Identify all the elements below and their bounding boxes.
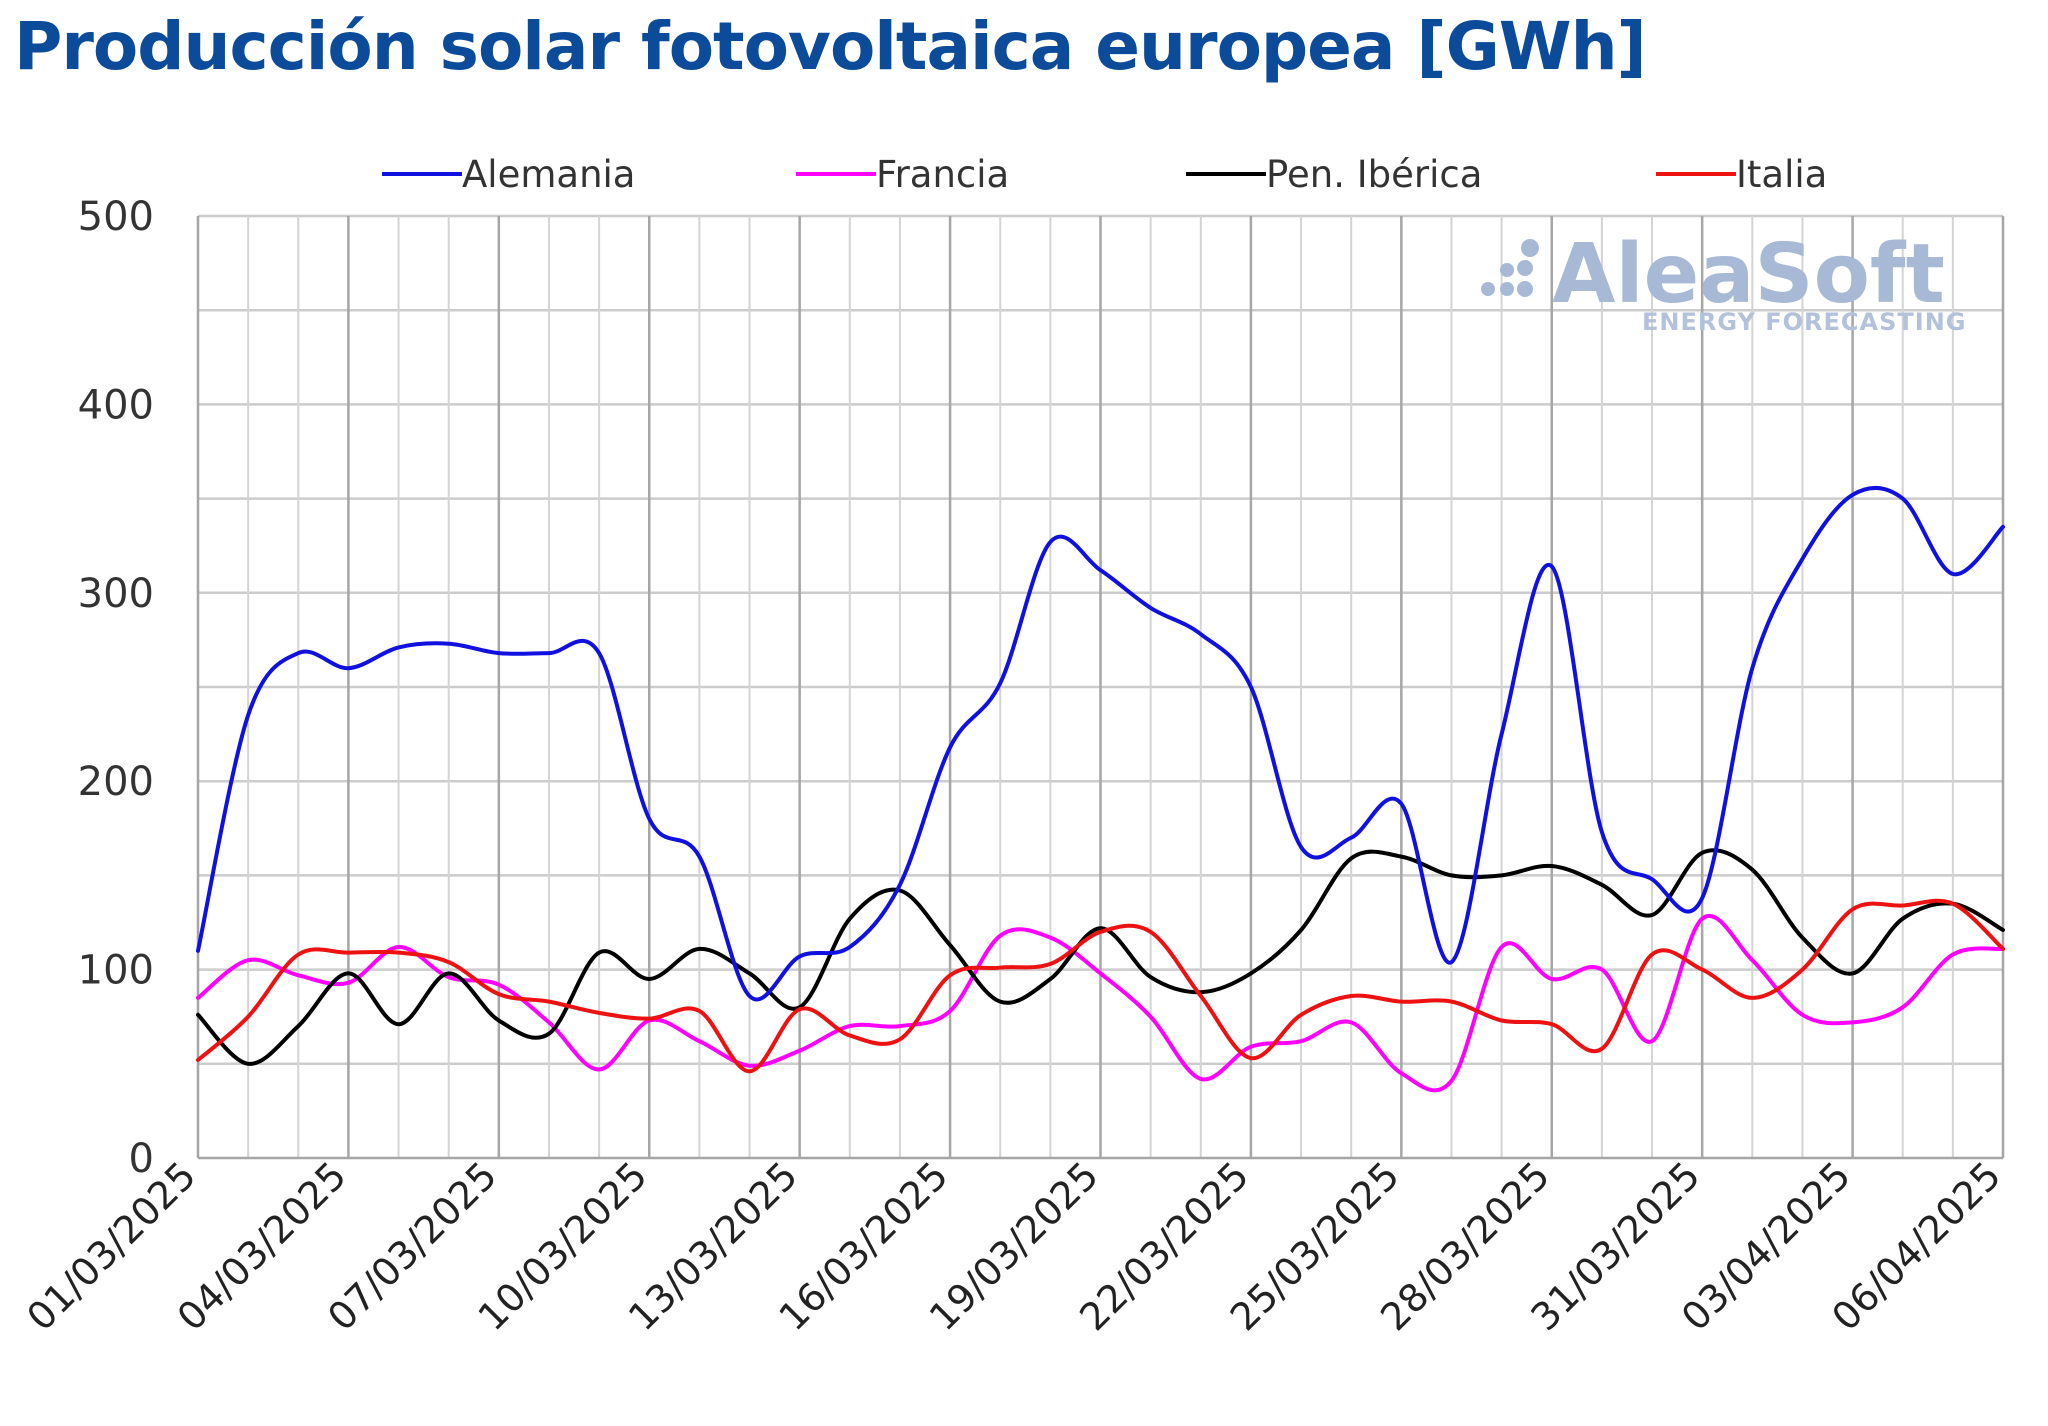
watermark-subtitle: ENERGY FORECASTING xyxy=(1642,308,1967,336)
legend-label: Alemania xyxy=(462,153,635,196)
y-tick-label: 0 xyxy=(129,1136,154,1182)
legend-label: Francia xyxy=(876,153,1009,196)
aleasoft-logo-dots-icon xyxy=(1481,239,1539,297)
legend-label: Pen. Ibérica xyxy=(1266,153,1482,196)
chart-title: Producción solar fotovoltaica europea [G… xyxy=(14,8,1647,85)
aleasoft-watermark: AleaSoft ENERGY FORECASTING xyxy=(1481,227,1967,336)
y-tick-label: 400 xyxy=(78,382,154,428)
series-line-alemania xyxy=(196,486,2005,1002)
series-lines xyxy=(196,486,2005,1093)
watermark-name: AleaSoft xyxy=(1552,227,1945,322)
y-tick-label: 100 xyxy=(78,948,154,994)
y-tick-label: 500 xyxy=(78,194,154,240)
y-tick-label: 300 xyxy=(78,571,154,617)
legend-label: Italia xyxy=(1736,153,1827,196)
legend: Alemania Francia Pen. Ibérica Italia xyxy=(382,153,1827,196)
grid xyxy=(198,214,2005,1158)
y-tick-label: 200 xyxy=(78,759,154,805)
series-line-italia xyxy=(196,898,2005,1074)
series-line-francia xyxy=(196,914,2005,1093)
axes: 010020030040050001/03/202504/03/202507/0… xyxy=(18,194,2009,1339)
